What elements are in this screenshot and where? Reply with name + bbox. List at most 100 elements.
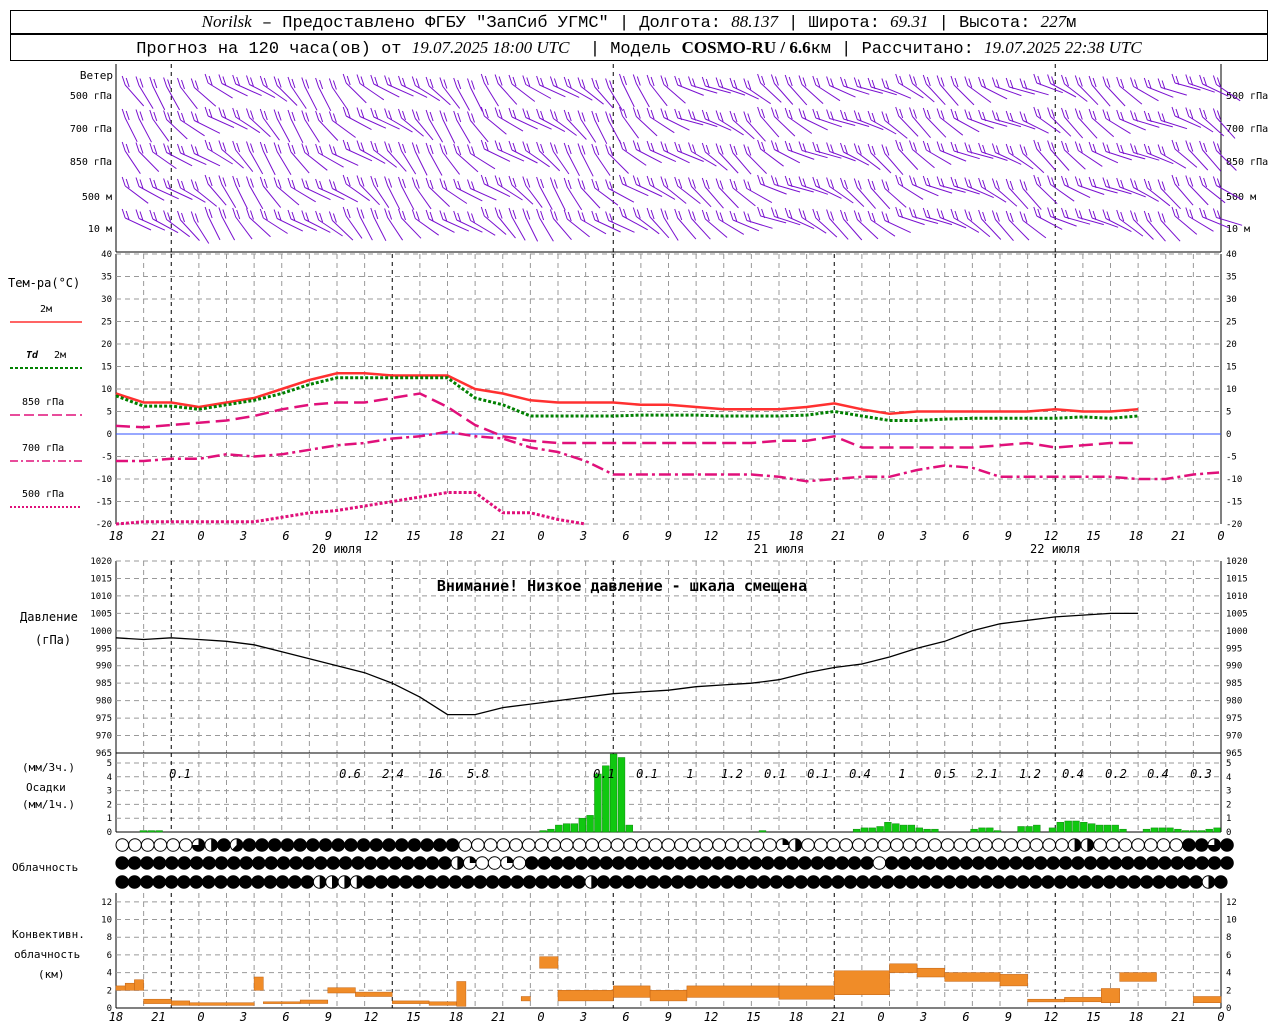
wind-barb	[149, 209, 179, 234]
wind-barb	[1116, 177, 1146, 198]
x-tick-label-bottom: 9	[1005, 1010, 1012, 1024]
x-tick-label-bottom: 9	[325, 1010, 332, 1024]
wind-barb	[646, 74, 668, 107]
wind-barb	[867, 143, 892, 174]
wind-barb	[1005, 210, 1030, 241]
cloud-symbol	[1017, 838, 1031, 852]
wind-barb	[688, 142, 717, 167]
wind-barb	[978, 76, 1008, 100]
cloud-symbol	[760, 856, 775, 870]
wind-barb	[619, 139, 647, 166]
precip-bar	[1142, 828, 1151, 833]
wind-barb	[715, 143, 739, 174]
cloud-symbol	[547, 838, 561, 852]
conv-tick-left: 10	[101, 916, 112, 926]
cloud-symbol	[636, 838, 650, 852]
conv-bar	[1064, 997, 1102, 1003]
wind-barb	[812, 75, 841, 102]
wind-barb	[784, 140, 815, 160]
cloud-symbol	[819, 875, 833, 889]
wind-barb	[411, 209, 439, 236]
wind-barb	[453, 210, 483, 233]
cloud-symbol	[598, 838, 612, 852]
x-tick-label: 0	[197, 529, 204, 543]
cloud-symbol	[864, 838, 879, 852]
x-tick-label-bottom: 15	[1086, 1010, 1100, 1024]
cloud-symbols	[115, 838, 1234, 889]
wind-barb	[549, 109, 577, 136]
wind-barb	[177, 77, 198, 110]
cloud-symbol	[475, 856, 490, 870]
wind-barb	[425, 76, 451, 106]
cloud-symbol	[909, 856, 924, 870]
temp-tick-right: 25	[1226, 318, 1237, 328]
wind-barb	[1130, 77, 1159, 102]
cloud-symbol	[165, 856, 179, 870]
wind-barb	[1033, 73, 1063, 94]
wind-barb	[398, 176, 415, 210]
wind-barb	[232, 107, 261, 134]
temp-series-line	[115, 372, 1139, 416]
cloud-symbol	[905, 875, 920, 889]
conv-title-1: Конвективн.	[12, 928, 85, 941]
wind-barb	[840, 109, 870, 127]
conv-bar	[456, 981, 467, 1007]
cloud-symbol	[525, 856, 539, 870]
cloud-symbol	[959, 856, 974, 870]
forecast-prefix: Прогноз на 120 часа(ов) от	[136, 40, 402, 59]
wind-barb	[922, 74, 946, 106]
wind-barb	[218, 175, 237, 208]
x-tick-label-bottom: 21	[151, 1010, 165, 1024]
wind-barb	[729, 210, 760, 232]
cloud-fill	[192, 838, 205, 852]
temp-tick-left: -10	[96, 475, 112, 485]
cloud-symbol	[448, 875, 463, 889]
wind-level-right: 700 гПа	[1226, 124, 1268, 135]
cloud-symbol	[928, 838, 942, 852]
wind-barb	[936, 141, 967, 162]
precip-label: 1.2	[1019, 767, 1041, 781]
x-tick-label: 18	[789, 529, 803, 543]
wind-barb	[273, 109, 291, 143]
wind-barb	[867, 77, 897, 96]
x-tick-label-bottom: 0	[877, 1010, 884, 1024]
cloud-symbol	[1058, 856, 1073, 870]
wind-barb	[384, 75, 414, 97]
conv-bar	[649, 990, 688, 1002]
conv-bar	[1027, 998, 1065, 1003]
wind-barb	[812, 176, 842, 199]
cloud-symbol	[712, 838, 726, 852]
precip-tick-left: 4	[107, 773, 112, 783]
wind-barb	[508, 175, 534, 205]
wind-barb	[784, 107, 813, 134]
wind-barb	[1088, 141, 1119, 164]
x-tick-label: 9	[1005, 529, 1012, 543]
cloud-symbol	[227, 856, 241, 870]
cloud-symbol	[471, 838, 485, 852]
cloud-symbol	[843, 875, 858, 889]
cloud-symbol	[498, 875, 512, 889]
wind-barb	[1185, 207, 1214, 232]
wind-barb	[743, 111, 766, 142]
wind-barb	[1033, 139, 1056, 171]
header-line-2: Прогноз на 120 часа(ов) от 19.07.2025 18…	[10, 34, 1268, 61]
cloud-symbol	[585, 838, 599, 852]
precip-bar	[1088, 823, 1096, 833]
temp-tick-left: 0	[107, 430, 112, 440]
legend-em: Td	[26, 350, 39, 361]
wind-barb	[591, 210, 621, 233]
precip-bar	[860, 827, 869, 833]
cloud-symbol	[1004, 875, 1018, 889]
wind-barb	[950, 75, 975, 106]
wind-barb	[163, 210, 190, 238]
legend-label: 2м	[40, 304, 52, 315]
wind-level-left: 500 гПа	[70, 91, 112, 102]
precip-label: 0.1	[636, 767, 658, 781]
wind-barb	[453, 178, 483, 202]
wind-barb	[135, 177, 165, 201]
cloud-symbol	[293, 838, 307, 852]
cloud-symbol	[239, 856, 254, 870]
wind-barb	[411, 142, 428, 176]
pressure-unit: (гПа)	[35, 633, 71, 647]
wind-level-right: 500 гПа	[1226, 91, 1268, 102]
